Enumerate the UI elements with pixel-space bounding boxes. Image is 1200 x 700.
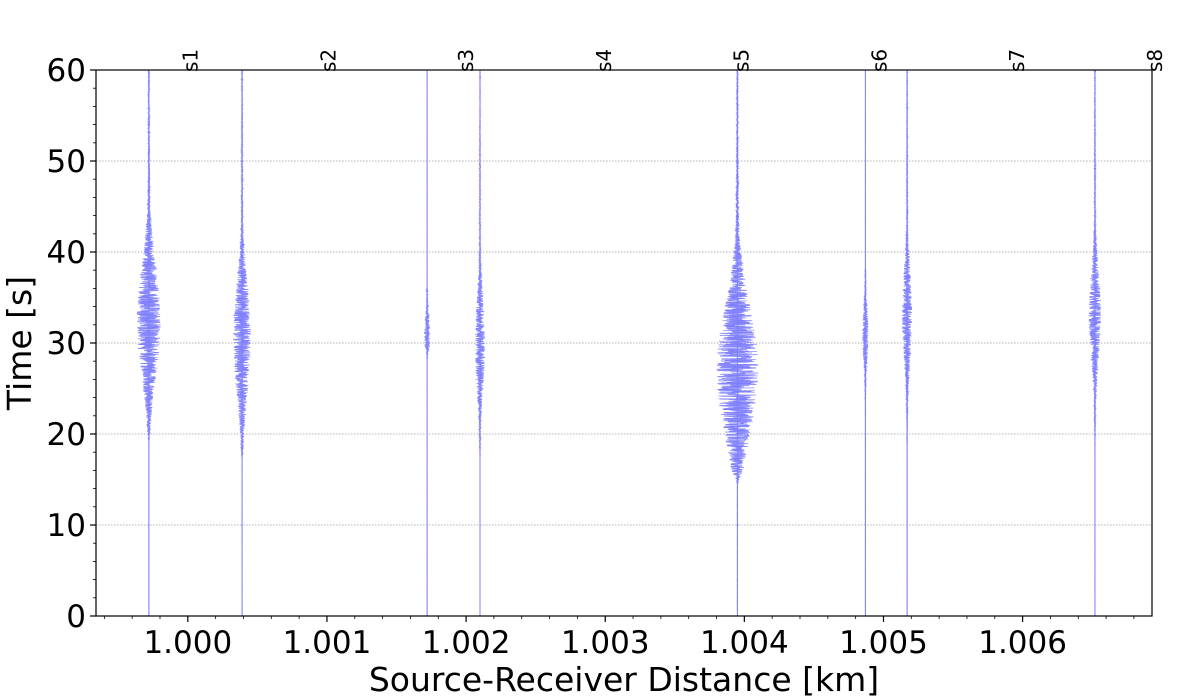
x-tick-label: 1.001: [283, 625, 372, 661]
trace-waveform: [901, 69, 913, 617]
station-label: s1: [179, 49, 203, 72]
waveform-trace: [716, 69, 759, 617]
y-tick-label: 20: [47, 417, 86, 453]
waveform-trace: [136, 69, 161, 617]
waveform-trace: [901, 69, 913, 617]
trace-waveform: [424, 69, 431, 617]
station-label: s7: [1005, 49, 1029, 72]
y-tick-label: 30: [47, 326, 86, 362]
y-tick-label: 10: [47, 508, 86, 544]
y-tick-label: 0: [66, 599, 86, 635]
x-tick-label: 1.005: [839, 625, 928, 661]
station-labels: s1 s2 s3 s4 s5 s6 s7 s8: [179, 49, 1167, 72]
trace-waveform: [861, 69, 869, 617]
waveform-trace: [475, 69, 486, 617]
waveform-trace: [861, 69, 869, 617]
trace-waveform: [136, 69, 161, 617]
waveform-trace: [424, 69, 431, 617]
trace-waveform: [475, 69, 486, 617]
trace-waveform: [232, 69, 252, 617]
y-tick-label: 40: [47, 235, 86, 271]
station-label: s8: [1143, 49, 1167, 72]
trace-waveform: [716, 69, 759, 617]
y-axis-ticks: 0 10 20 30 40 50 60: [47, 53, 96, 635]
station-label: s4: [592, 49, 616, 72]
waveform-trace: [232, 69, 252, 617]
x-tick-label: 1.003: [561, 625, 650, 661]
x-axis-ticks: 1.000 1.001 1.002 1.003 1.004 1.005 1.006: [103, 616, 1135, 661]
y-axis-title: Time [s]: [0, 276, 39, 411]
x-tick-label: 1.006: [978, 625, 1067, 661]
trace-waveform: [1088, 69, 1102, 617]
waveform-traces: [136, 69, 1102, 617]
x-tick-label: 1.000: [143, 625, 232, 661]
station-label: s3: [454, 49, 478, 72]
x-tick-label: 1.004: [700, 625, 789, 661]
x-tick-label: 1.002: [422, 625, 511, 661]
y-tick-label: 50: [47, 144, 86, 180]
x-axis-title: Source-Receiver Distance [km]: [369, 660, 879, 699]
station-label: s2: [316, 49, 340, 72]
grid-lines: [96, 160, 1152, 526]
station-label: s5: [730, 49, 754, 72]
station-label: s6: [867, 49, 891, 72]
y-tick-label: 60: [47, 53, 86, 89]
waveform-trace: [1088, 69, 1102, 617]
